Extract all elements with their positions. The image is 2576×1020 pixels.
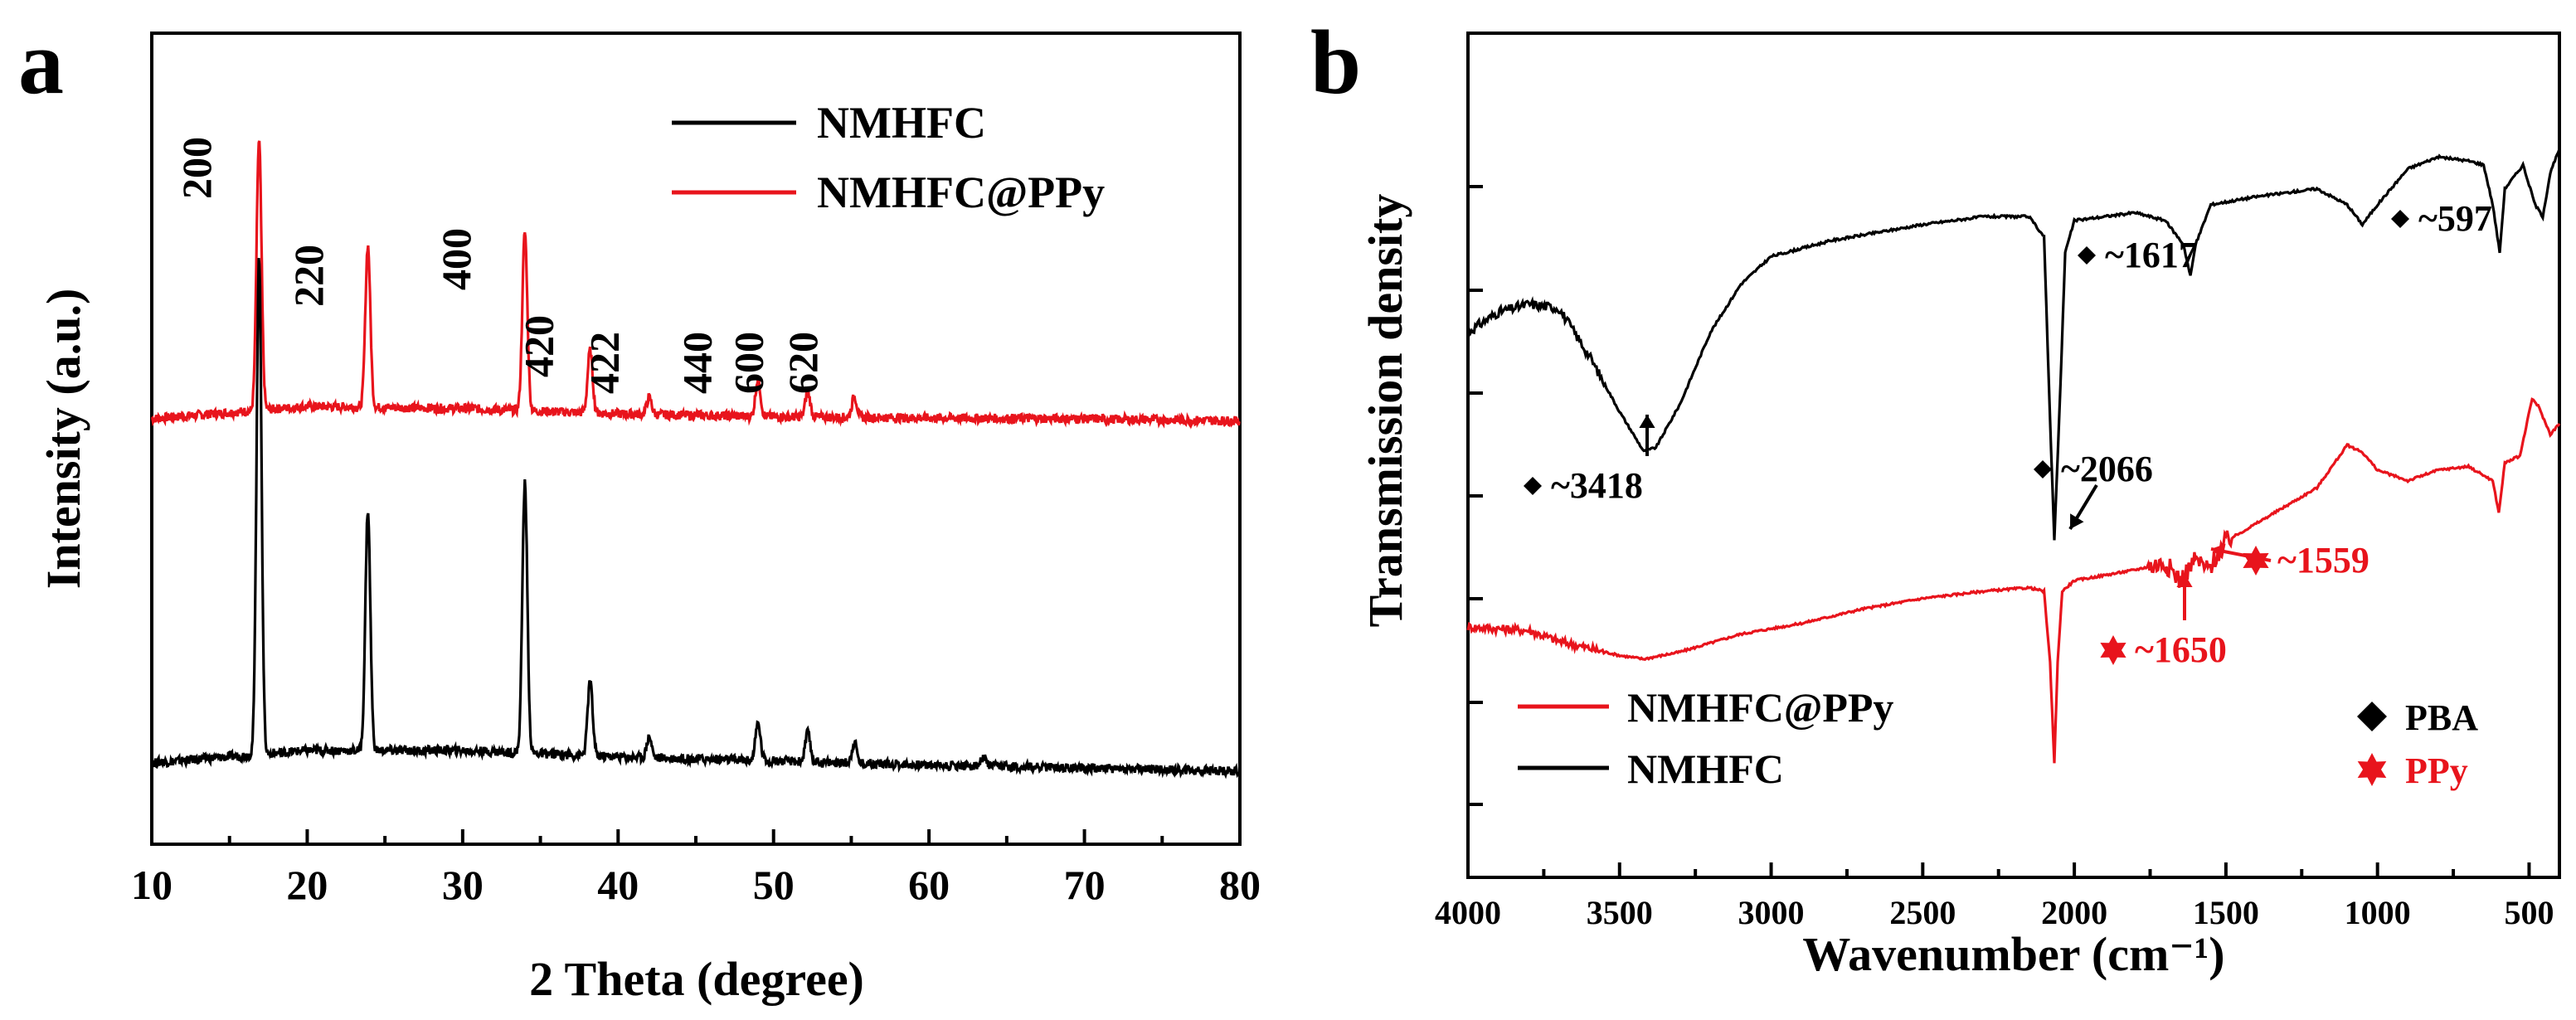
panel-b-x-tick-label: 3500 — [1587, 894, 1653, 931]
annotation-3418-label: ~3418 — [1551, 465, 1643, 506]
annotation-1559-arrow-head — [2211, 543, 2226, 560]
annotation-3418-arrow-head — [1639, 415, 1655, 428]
peak-label: 200 — [173, 137, 220, 199]
peak-label: 420 — [516, 315, 562, 377]
panel-a-x-tick-labels: 10 20 30 40 50 60 70 80 — [131, 862, 1261, 908]
panel-a-series — [150, 140, 1241, 780]
panel-b: b 4000 3500 3000 2500 2000 1500 1000 500 ~3418 ~… — [1310, 12, 2561, 981]
pba-diamond-icon — [2078, 246, 2096, 265]
ppy-star-icon — [2243, 546, 2269, 576]
peak-label: 440 — [674, 332, 721, 394]
peak-label: 600 — [726, 332, 772, 394]
peak-label: 422 — [581, 332, 627, 394]
annotation-2066-label: ~2066 — [2061, 449, 2153, 489]
pba-diamond-icon — [1524, 477, 1542, 495]
panel-a-x-tick-label: 20 — [286, 862, 328, 908]
legend-label-nmhfc-ppy-b: NMHFC@PPy — [1627, 684, 1893, 731]
panel-b-x-tick-label: 4000 — [1435, 894, 1501, 931]
panel-a-x-axis-label: 2 Theta (degree) — [529, 952, 864, 1006]
panel-b-plot-frame — [1466, 32, 2561, 879]
panel-b-x-tick-label: 1500 — [2193, 894, 2259, 931]
series-line-nmhfc-ppy — [1466, 397, 2561, 764]
panel-b-x-tick-label: 3000 — [1738, 894, 1805, 931]
series-line-nmhfc — [1466, 148, 2561, 541]
annotation-2066-arrow-head — [2070, 513, 2084, 529]
panel-a: a 10 20 30 40 50 60 70 80 200 220 400 420 422 440 600… — [18, 12, 1261, 1006]
panel-a-plot-frame — [150, 32, 1242, 846]
annotation-597-label: ~597 — [2418, 198, 2492, 239]
panel-a-x-ticks — [150, 829, 1242, 844]
annotation-1650-arrow-head — [2176, 574, 2193, 587]
legend-label-nmhfc-b: NMHFC — [1627, 746, 1784, 792]
panel-a-legend: NMHFC NMHFC@PPy — [672, 98, 1105, 217]
series-line-nmhfc-ppy — [150, 140, 1241, 430]
panel-b-x-tick-label: 2000 — [2041, 894, 2107, 931]
marker-legend-label-pba: PBA — [2405, 697, 2478, 738]
pba-diamond-icon — [2391, 210, 2409, 228]
panel-a-y-axis-label: Intensity (a.u.) — [36, 289, 90, 590]
panel-a-x-tick-label: 60 — [908, 862, 950, 908]
panel-b-y-axis-label: Transmission density — [1358, 194, 1412, 628]
annotation-1650-label: ~1650 — [2135, 629, 2227, 670]
panel-a-peak-labels: 200 220 400 420 422 440 600 620 — [173, 137, 826, 394]
series-line-nmhfc — [150, 257, 1241, 780]
panel-b-annotations: ~3418 ~2066 ~1617 ~597 ~1650 ~1559 — [1524, 198, 2492, 670]
panel-b-x-tick-labels: 4000 3500 3000 2500 2000 1500 1000 500 — [1435, 894, 2554, 931]
panel-b-series — [1466, 148, 2561, 764]
panel-a-x-tick-label: 10 — [131, 862, 173, 908]
panel-a-label: a — [18, 12, 64, 113]
panel-a-x-tick-label: 80 — [1219, 862, 1261, 908]
marker-legend-label-ppy: PPy — [2405, 750, 2468, 791]
panel-b-x-tick-label: 1000 — [2345, 894, 2411, 931]
panel-b-x-ticks — [1466, 862, 2531, 877]
panel-a-x-tick-label: 40 — [597, 862, 639, 908]
panel-b-marker-legend: PBA PPy — [2357, 697, 2478, 791]
panel-a-x-tick-label: 50 — [753, 862, 795, 908]
pba-diamond-icon — [2357, 702, 2387, 731]
panel-b-legend: NMHFC@PPy NMHFC — [1518, 684, 1893, 792]
annotation-1617-label: ~1617 — [2105, 235, 2197, 275]
panel-b-y-ticks — [1468, 185, 1483, 806]
panel-b-label: b — [1310, 12, 1361, 113]
annotation-1559-label: ~1559 — [2277, 540, 2369, 580]
ppy-star-icon — [2100, 635, 2126, 665]
peak-label: 620 — [780, 332, 826, 394]
ppy-star-icon — [2357, 753, 2387, 786]
panel-a-x-tick-label: 70 — [1064, 862, 1106, 908]
panel-b-x-tick-label: 2500 — [1889, 894, 1956, 931]
legend-label-nmhfc: NMHFC — [817, 98, 986, 148]
pba-diamond-icon — [2034, 460, 2052, 478]
legend-label-nmhfc-ppy: NMHFC@PPy — [817, 168, 1105, 217]
peak-label: 220 — [285, 245, 332, 307]
panel-b-x-tick-label: 500 — [2504, 894, 2554, 931]
panel-b-x-axis-label: Wavenumber (cm⁻¹) — [1802, 927, 2224, 981]
peak-label: 400 — [433, 228, 479, 290]
panel-a-x-tick-label: 30 — [442, 862, 484, 908]
